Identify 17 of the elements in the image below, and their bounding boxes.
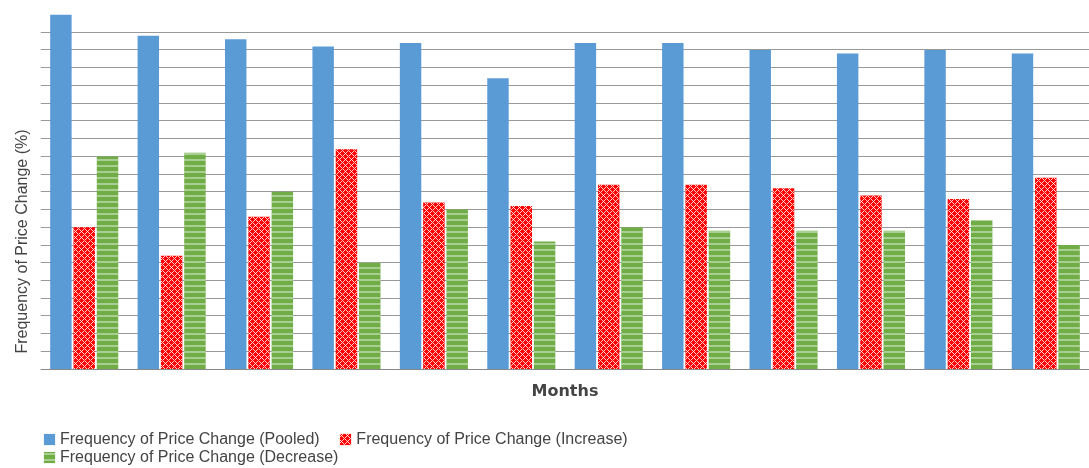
y-axis-title: Frequency of Price Change (%) [12, 129, 30, 354]
bar [749, 49, 771, 370]
bar [312, 46, 334, 370]
x-axis-title: Months [531, 380, 599, 400]
bar [487, 78, 509, 370]
bar [574, 42, 597, 370]
bar [662, 42, 684, 370]
legend-label: Frequency of Price Change (Increase) [356, 430, 628, 448]
bar [836, 53, 859, 370]
legend-label: Frequency of Price Change (Pooled) [60, 430, 320, 448]
bar [924, 49, 946, 370]
bar [137, 35, 160, 370]
bar [1011, 53, 1034, 370]
bar [225, 39, 247, 370]
bar [399, 42, 422, 370]
legend-label: Frequency of Price Change (Decrease) [60, 448, 339, 466]
bar [50, 14, 72, 370]
